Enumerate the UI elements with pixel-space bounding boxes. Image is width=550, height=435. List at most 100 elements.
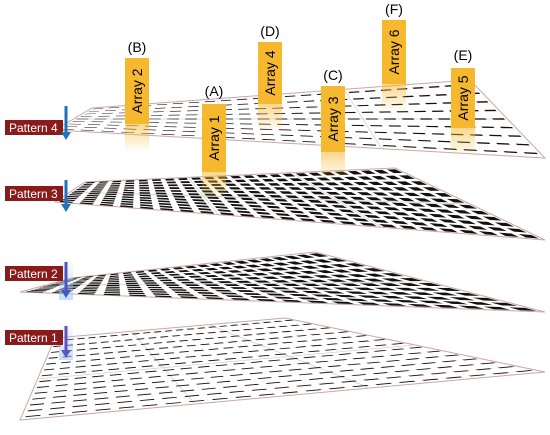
- pattern-cell: [294, 191, 309, 195]
- pattern-cell: [432, 292, 458, 296]
- pattern-tag-group: Pattern 1: [5, 322, 73, 360]
- pattern-cell: [160, 208, 174, 211]
- pattern-cell: [58, 372, 70, 375]
- pattern-cell: [200, 210, 215, 214]
- pattern-cell: [187, 106, 199, 108]
- pattern-cell: [236, 378, 252, 381]
- pattern-cell: [148, 375, 161, 378]
- pattern-cell: [296, 182, 311, 186]
- pattern-cell: [64, 126, 78, 128]
- pattern-cell: [209, 199, 223, 203]
- pattern-cell: [337, 331, 349, 333]
- pattern-cell: [76, 354, 86, 357]
- pattern-cell: [165, 402, 182, 405]
- pattern-cell: [266, 326, 277, 329]
- pattern-cell: [374, 202, 392, 206]
- pattern-cell: [326, 212, 343, 216]
- pattern-cell: [197, 365, 211, 368]
- array-marker: Array 3 (C): [321, 67, 345, 180]
- pattern-cell: [178, 206, 193, 210]
- pattern-cell: [366, 206, 383, 210]
- pattern-cell: [399, 278, 423, 282]
- pattern-cell: [239, 118, 252, 120]
- pattern-cell: [110, 273, 119, 276]
- pattern-cell: [190, 196, 203, 199]
- pattern-cell: [324, 349, 338, 351]
- pattern-cell: [198, 208, 212, 211]
- pattern-cell: [282, 391, 299, 394]
- pattern-cell: [308, 279, 328, 283]
- pattern-cell: [242, 328, 253, 331]
- pattern-cell: [257, 354, 271, 357]
- pattern-tag-label: Pattern 3: [9, 187, 58, 201]
- pattern-cell: [159, 205, 173, 208]
- pattern-cell: [82, 198, 96, 201]
- pattern-cell: [507, 135, 522, 137]
- pattern-cell: [248, 190, 262, 194]
- pattern-cell: [307, 350, 321, 353]
- pattern-cell: [131, 349, 141, 352]
- pattern-cell: [412, 132, 426, 135]
- pattern-cell: [95, 402, 110, 406]
- pattern-cell: [175, 329, 184, 331]
- pattern-cell: [98, 181, 109, 183]
- pattern-cell: [365, 197, 382, 201]
- pattern-cell: [281, 330, 292, 333]
- pattern-cell: [161, 133, 175, 136]
- array-bar: [202, 104, 226, 172]
- pattern-cell: [171, 335, 181, 337]
- pattern-cell: [357, 302, 381, 306]
- pattern-cell: [302, 140, 316, 143]
- pattern-cell: [372, 192, 389, 196]
- pattern-cell: [499, 126, 514, 129]
- pattern-cell: [300, 135, 314, 137]
- pattern-cell: [180, 181, 191, 184]
- pattern-cell: [243, 187, 257, 190]
- pattern-cell: [140, 206, 154, 210]
- pattern-cell: [84, 286, 99, 288]
- pattern-cell: [50, 407, 65, 410]
- pattern-cell: [171, 379, 185, 382]
- pattern-cell: [188, 275, 203, 278]
- pattern-cell: [108, 368, 120, 371]
- pattern-cell: [127, 372, 140, 375]
- pattern-cell: [311, 118, 324, 120]
- pattern-cell: [392, 187, 410, 191]
- pattern-cell: [137, 393, 152, 396]
- pattern-cell: [414, 110, 427, 113]
- pattern-cell: [458, 364, 475, 367]
- pattern-cell: [121, 333, 129, 336]
- pattern-cell: [281, 283, 301, 286]
- pattern-cell: [90, 353, 100, 356]
- pattern-cell: [139, 199, 152, 202]
- pattern-cell: [305, 389, 322, 392]
- pattern-cell: [328, 387, 346, 390]
- pattern-cell: [295, 124, 309, 126]
- pattern-cell: [147, 269, 158, 272]
- pattern-cell: [267, 183, 281, 186]
- pattern-cell: [93, 187, 105, 189]
- pattern-cell: [315, 360, 329, 363]
- pattern-cell: [156, 277, 169, 279]
- pattern-cell: [488, 134, 503, 137]
- pattern-cell: [262, 178, 275, 182]
- array-letter: (B): [128, 39, 147, 55]
- array-label: Array 2: [129, 68, 145, 113]
- pattern-cell: [117, 350, 127, 353]
- pattern-cell: [452, 370, 470, 373]
- pattern-cell: [112, 118, 125, 120]
- pattern-cell: [435, 94, 448, 96]
- pattern-cell: [267, 359, 281, 362]
- pattern-cell: [192, 289, 210, 292]
- pattern-cell: [88, 110, 100, 112]
- pattern-cell: [282, 336, 294, 338]
- pattern-cell: [56, 378, 69, 381]
- pattern-cell: [299, 218, 316, 222]
- pattern-cell: [300, 94, 312, 97]
- pattern-cell: [496, 142, 510, 145]
- pattern-cell: [122, 361, 134, 364]
- pattern-cell: [254, 338, 266, 341]
- pattern-cell: [148, 118, 161, 120]
- pattern-cell: [93, 278, 105, 280]
- pattern-cell: [378, 187, 394, 191]
